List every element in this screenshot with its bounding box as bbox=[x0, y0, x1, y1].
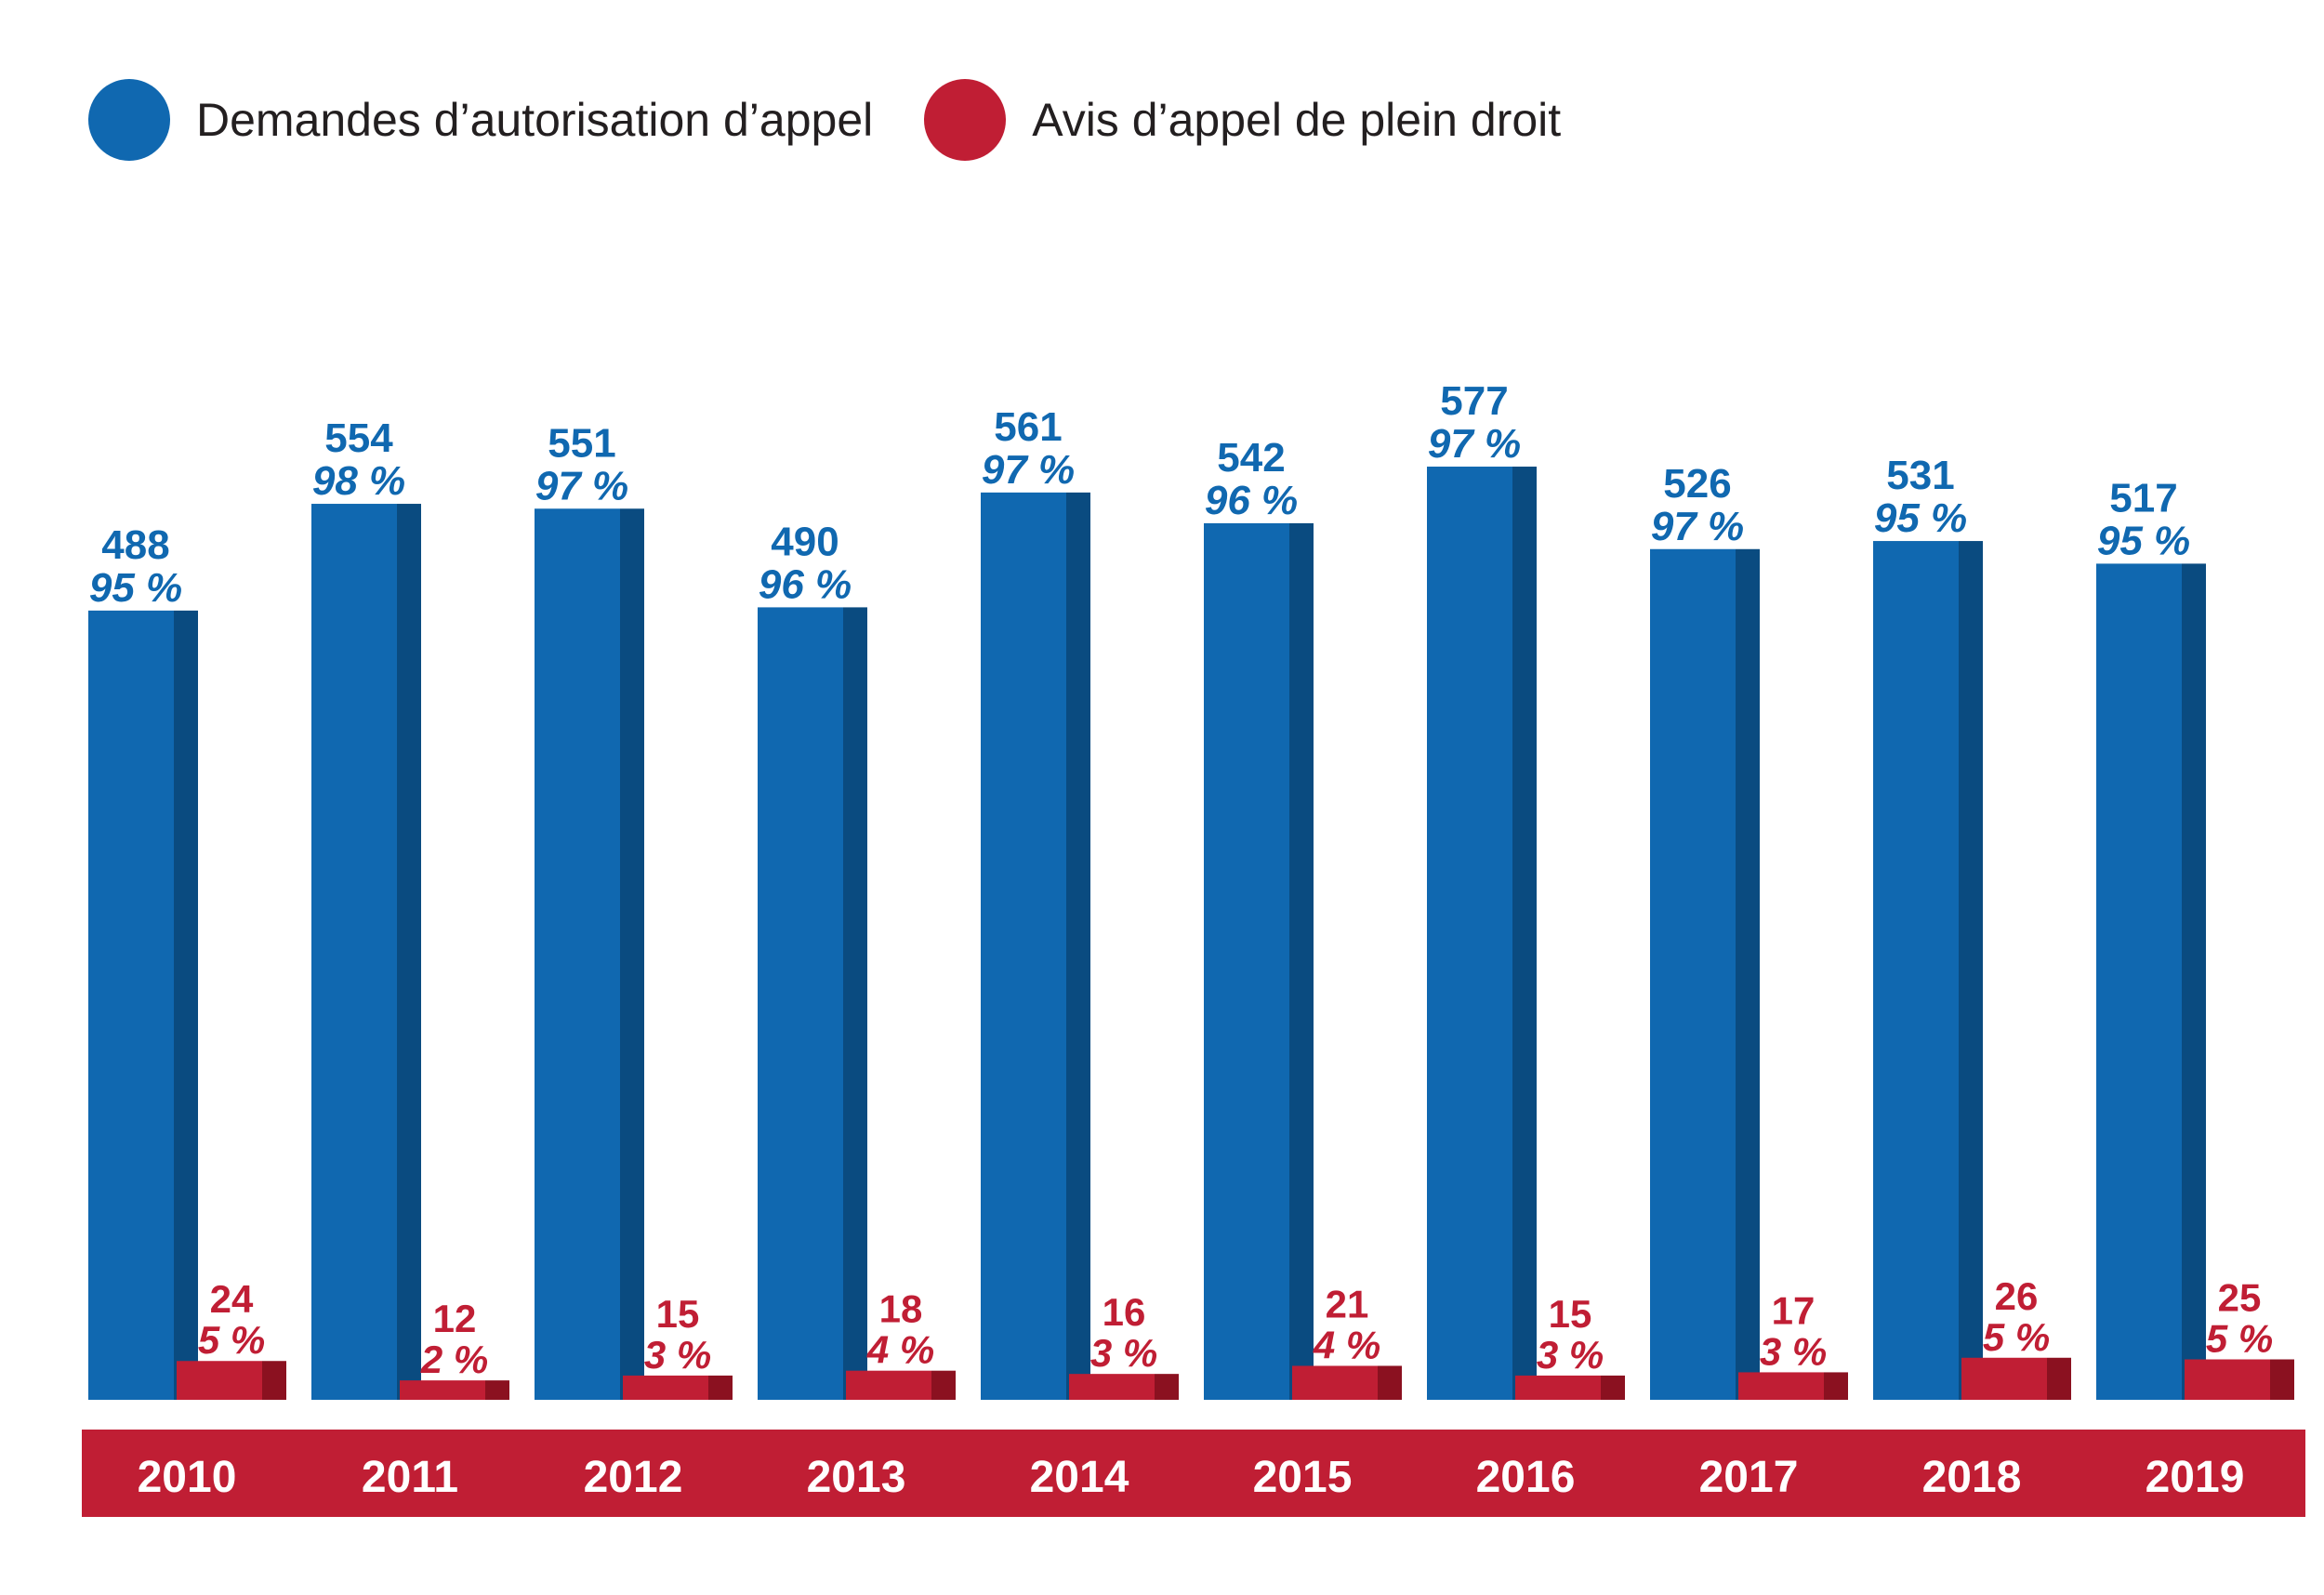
blue-bar-side bbox=[843, 607, 867, 1400]
red-value-label: 21 bbox=[1326, 1282, 1369, 1325]
red-percent-label: 5 % bbox=[198, 1318, 265, 1362]
blue-percent-label: 95 % bbox=[89, 565, 182, 611]
blue-value-label: 542 bbox=[1217, 435, 1285, 481]
red-percent-label: 2 % bbox=[420, 1338, 488, 1381]
blue-value-label: 577 bbox=[1440, 378, 1508, 424]
red-value-label: 16 bbox=[1103, 1290, 1146, 1334]
blue-value-label: 561 bbox=[994, 404, 1062, 450]
blue-value-label: 490 bbox=[771, 519, 838, 564]
blue-percent-label: 97 % bbox=[982, 447, 1075, 493]
blue-value-label: 526 bbox=[1663, 461, 1731, 507]
blue-percent-label: 98 % bbox=[312, 458, 405, 504]
red-bar bbox=[1292, 1365, 1378, 1400]
blue-bar bbox=[2096, 563, 2182, 1400]
blue-bar-side bbox=[2182, 563, 2206, 1400]
red-bar-side bbox=[485, 1380, 509, 1400]
blue-bar-side bbox=[1512, 467, 1537, 1400]
red-bar-side bbox=[2270, 1359, 2294, 1400]
blue-percent-label: 96 % bbox=[759, 561, 852, 607]
blue-percent-label: 97 % bbox=[1651, 504, 1744, 549]
red-value-label: 12 bbox=[433, 1297, 477, 1340]
blue-bar-side bbox=[620, 508, 644, 1400]
legend: Demandes d’autorisation d’appel Avis d’a… bbox=[88, 78, 1612, 162]
year-tick-label: 2017 bbox=[1699, 1453, 1799, 1502]
year-tick-label: 2015 bbox=[1253, 1453, 1353, 1502]
blue-bar bbox=[1873, 541, 1959, 1400]
red-bar-side bbox=[262, 1361, 286, 1400]
legend-label-red: Avis d’appel de plein droit bbox=[1032, 94, 1562, 146]
blue-value-label: 554 bbox=[324, 415, 393, 461]
year-tick-label: 2019 bbox=[2146, 1453, 2245, 1502]
red-bar bbox=[177, 1361, 262, 1400]
year-tick-label: 2012 bbox=[584, 1453, 683, 1502]
blue-bar-side bbox=[1289, 522, 1314, 1400]
red-bar-side bbox=[1155, 1374, 1179, 1400]
blue-bar bbox=[88, 610, 174, 1400]
red-bar bbox=[1069, 1374, 1155, 1400]
red-bar bbox=[1961, 1357, 2047, 1400]
red-value-label: 26 bbox=[1995, 1274, 2039, 1318]
year-tick-label: 2014 bbox=[1030, 1453, 1129, 1502]
legend-item-blue: Demandes d’autorisation d’appel bbox=[88, 79, 873, 161]
year-tick-label: 2011 bbox=[362, 1453, 458, 1502]
red-value-label: 15 bbox=[656, 1292, 700, 1336]
blue-value-label: 488 bbox=[101, 522, 169, 568]
blue-value-label: 551 bbox=[548, 420, 615, 466]
red-bar-side bbox=[1378, 1365, 1402, 1400]
year-axis-band bbox=[82, 1430, 2305, 1517]
blue-bar-side bbox=[1736, 548, 1760, 1400]
red-percent-label: 5 % bbox=[1983, 1315, 2050, 1359]
red-bar bbox=[1738, 1372, 1824, 1400]
blue-bar-side bbox=[1959, 541, 1983, 1400]
blue-bar bbox=[311, 504, 397, 1400]
year-tick-label: 2010 bbox=[138, 1453, 237, 1502]
red-percent-label: 3 % bbox=[1760, 1329, 1827, 1373]
red-bar bbox=[400, 1380, 485, 1400]
red-bar bbox=[846, 1370, 931, 1400]
red-value-label: 18 bbox=[879, 1287, 923, 1331]
blue-bar bbox=[1650, 548, 1736, 1400]
red-bar bbox=[623, 1375, 708, 1400]
blue-bar bbox=[1204, 522, 1289, 1400]
blue-percent-label: 96 % bbox=[1205, 478, 1298, 523]
red-bar-side bbox=[1824, 1372, 1848, 1400]
red-percent-label: 3 % bbox=[644, 1333, 711, 1377]
blue-value-label: 517 bbox=[2109, 475, 2177, 521]
blue-bar bbox=[981, 492, 1066, 1400]
legend-label-blue: Demandes d’autorisation d’appel bbox=[196, 94, 874, 146]
year-tick-label: 2013 bbox=[807, 1453, 906, 1502]
red-percent-label: 3 % bbox=[1090, 1331, 1157, 1375]
red-value-label: 17 bbox=[1772, 1288, 1816, 1332]
blue-bar-side bbox=[174, 610, 198, 1400]
blue-bar bbox=[758, 607, 843, 1400]
blue-percent-label: 95 % bbox=[1874, 495, 1967, 541]
blue-value-label: 531 bbox=[1886, 453, 1954, 498]
red-bar-side bbox=[2047, 1357, 2071, 1400]
year-tick-label: 2018 bbox=[1922, 1453, 2022, 1502]
red-bar-side bbox=[931, 1370, 956, 1400]
blue-percent-label: 95 % bbox=[2097, 518, 2190, 563]
blue-bar bbox=[535, 508, 620, 1400]
red-value-label: 24 bbox=[210, 1277, 254, 1321]
red-bar bbox=[1515, 1375, 1601, 1400]
red-value-label: 25 bbox=[2218, 1276, 2262, 1320]
red-percent-label: 4 % bbox=[1313, 1323, 1380, 1366]
red-value-label: 15 bbox=[1549, 1292, 1592, 1336]
year-tick-label: 2016 bbox=[1476, 1453, 1576, 1502]
blue-bar-side bbox=[397, 504, 421, 1400]
blue-percent-label: 97 % bbox=[1428, 421, 1521, 467]
blue-percent-label: 97 % bbox=[535, 463, 628, 508]
legend-swatch-blue bbox=[88, 79, 170, 161]
red-percent-label: 3 % bbox=[1537, 1333, 1604, 1377]
red-bar bbox=[2185, 1359, 2270, 1400]
red-bar-side bbox=[708, 1375, 733, 1400]
legend-item-red: Avis d’appel de plein droit bbox=[924, 79, 1561, 161]
red-percent-label: 4 % bbox=[866, 1328, 934, 1372]
legend-swatch-red bbox=[924, 79, 1007, 161]
red-bar-side bbox=[1601, 1375, 1625, 1400]
blue-bar-side bbox=[1066, 492, 1090, 1400]
blue-bar bbox=[1427, 467, 1512, 1400]
red-percent-label: 5 % bbox=[2206, 1317, 2273, 1361]
